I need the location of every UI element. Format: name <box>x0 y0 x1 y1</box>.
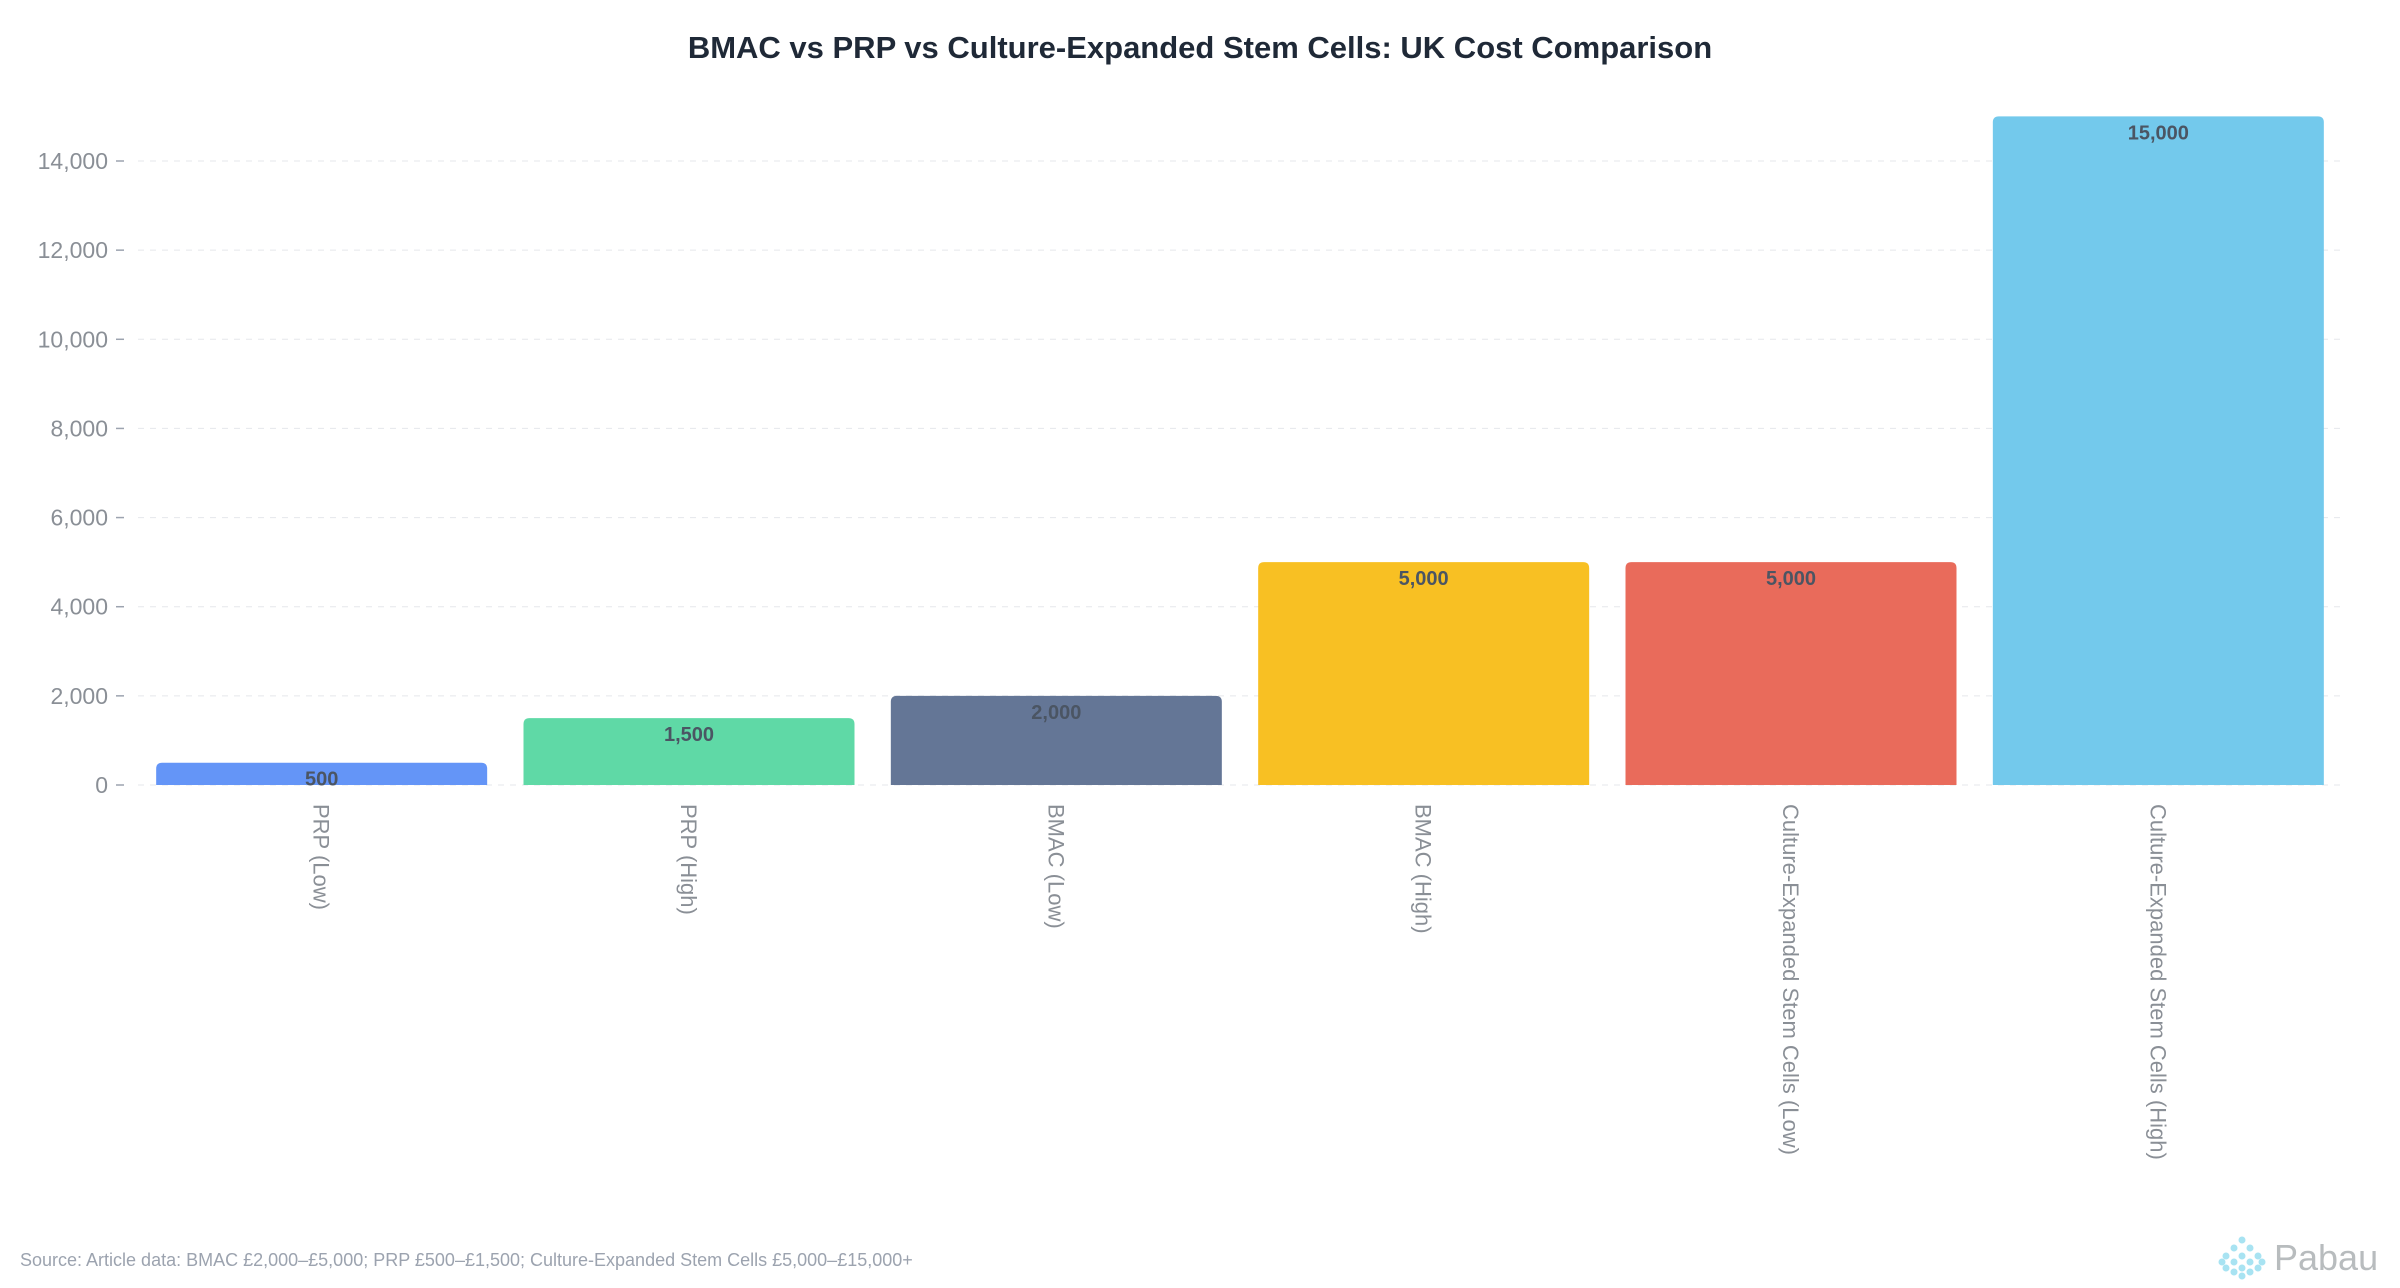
logo-dot <box>2246 1244 2254 1252</box>
bar <box>1625 562 1957 785</box>
data-label: 5,000 <box>1399 568 1449 590</box>
x-tick-label: Culture-Expanded Stem Cells (High) <box>2145 804 2170 1160</box>
logo-dot <box>2230 1268 2238 1276</box>
logo-dot <box>2230 1258 2238 1266</box>
x-tick-label: BMAC (High) <box>1411 804 1436 934</box>
y-tick-label: 4,000 <box>50 594 108 620</box>
y-tick-label: 12,000 <box>38 237 108 263</box>
y-tick-label: 0 <box>95 772 108 798</box>
bar <box>890 695 1222 785</box>
data-label: 15,000 <box>2128 122 2189 144</box>
data-label: 1,500 <box>664 724 714 746</box>
logo-dot <box>2238 1272 2246 1280</box>
y-tick-label: 10,000 <box>38 326 108 352</box>
y-tick-label: 8,000 <box>50 415 108 441</box>
bar <box>523 718 855 785</box>
logo-dot <box>2238 1236 2246 1244</box>
x-tick-label: BMAC (Low) <box>1043 804 1068 929</box>
data-label: 2,000 <box>1031 702 1081 724</box>
data-label: 5,000 <box>1766 568 1816 590</box>
pabau-logo: Pabau <box>2218 1236 2378 1280</box>
x-tick-label: PRP (Low) <box>309 804 334 910</box>
logo-dot <box>2246 1258 2254 1266</box>
y-tick-label: 2,000 <box>50 683 108 709</box>
logo-dot <box>2254 1252 2262 1260</box>
x-tick-label: Culture-Expanded Stem Cells (Low) <box>1778 804 1803 1155</box>
pabau-logo-icon <box>2218 1236 2266 1280</box>
logo-dot <box>2246 1268 2254 1276</box>
bar <box>1258 562 1590 785</box>
bar <box>1992 116 2324 785</box>
logo-dot <box>2218 1258 2226 1266</box>
logo-dot <box>2258 1258 2266 1266</box>
logo-dot <box>2254 1264 2262 1272</box>
data-label: 500 <box>305 769 338 791</box>
logo-dot <box>2238 1252 2246 1260</box>
x-tick-label: PRP (High) <box>676 804 701 915</box>
logo-dot <box>2230 1244 2238 1252</box>
y-tick-label: 14,000 <box>38 148 108 174</box>
logo-dot <box>2238 1264 2246 1272</box>
chart-title: BMAC vs PRP vs Culture-Expanded Stem Cel… <box>687 30 1713 65</box>
bar-chart: 0 2,000 4,000 6,000 8,000 10,000 12,000 14,000 5… <box>38 116 2342 1160</box>
source-note: Source: Article data: BMAC £2,000–£5,000… <box>20 1250 913 1270</box>
pabau-logo-text: Pabau <box>2274 1237 2379 1278</box>
logo-dot <box>2222 1264 2230 1272</box>
bar <box>156 762 488 785</box>
logo-dot <box>2222 1252 2230 1260</box>
y-tick-label: 6,000 <box>50 505 108 531</box>
